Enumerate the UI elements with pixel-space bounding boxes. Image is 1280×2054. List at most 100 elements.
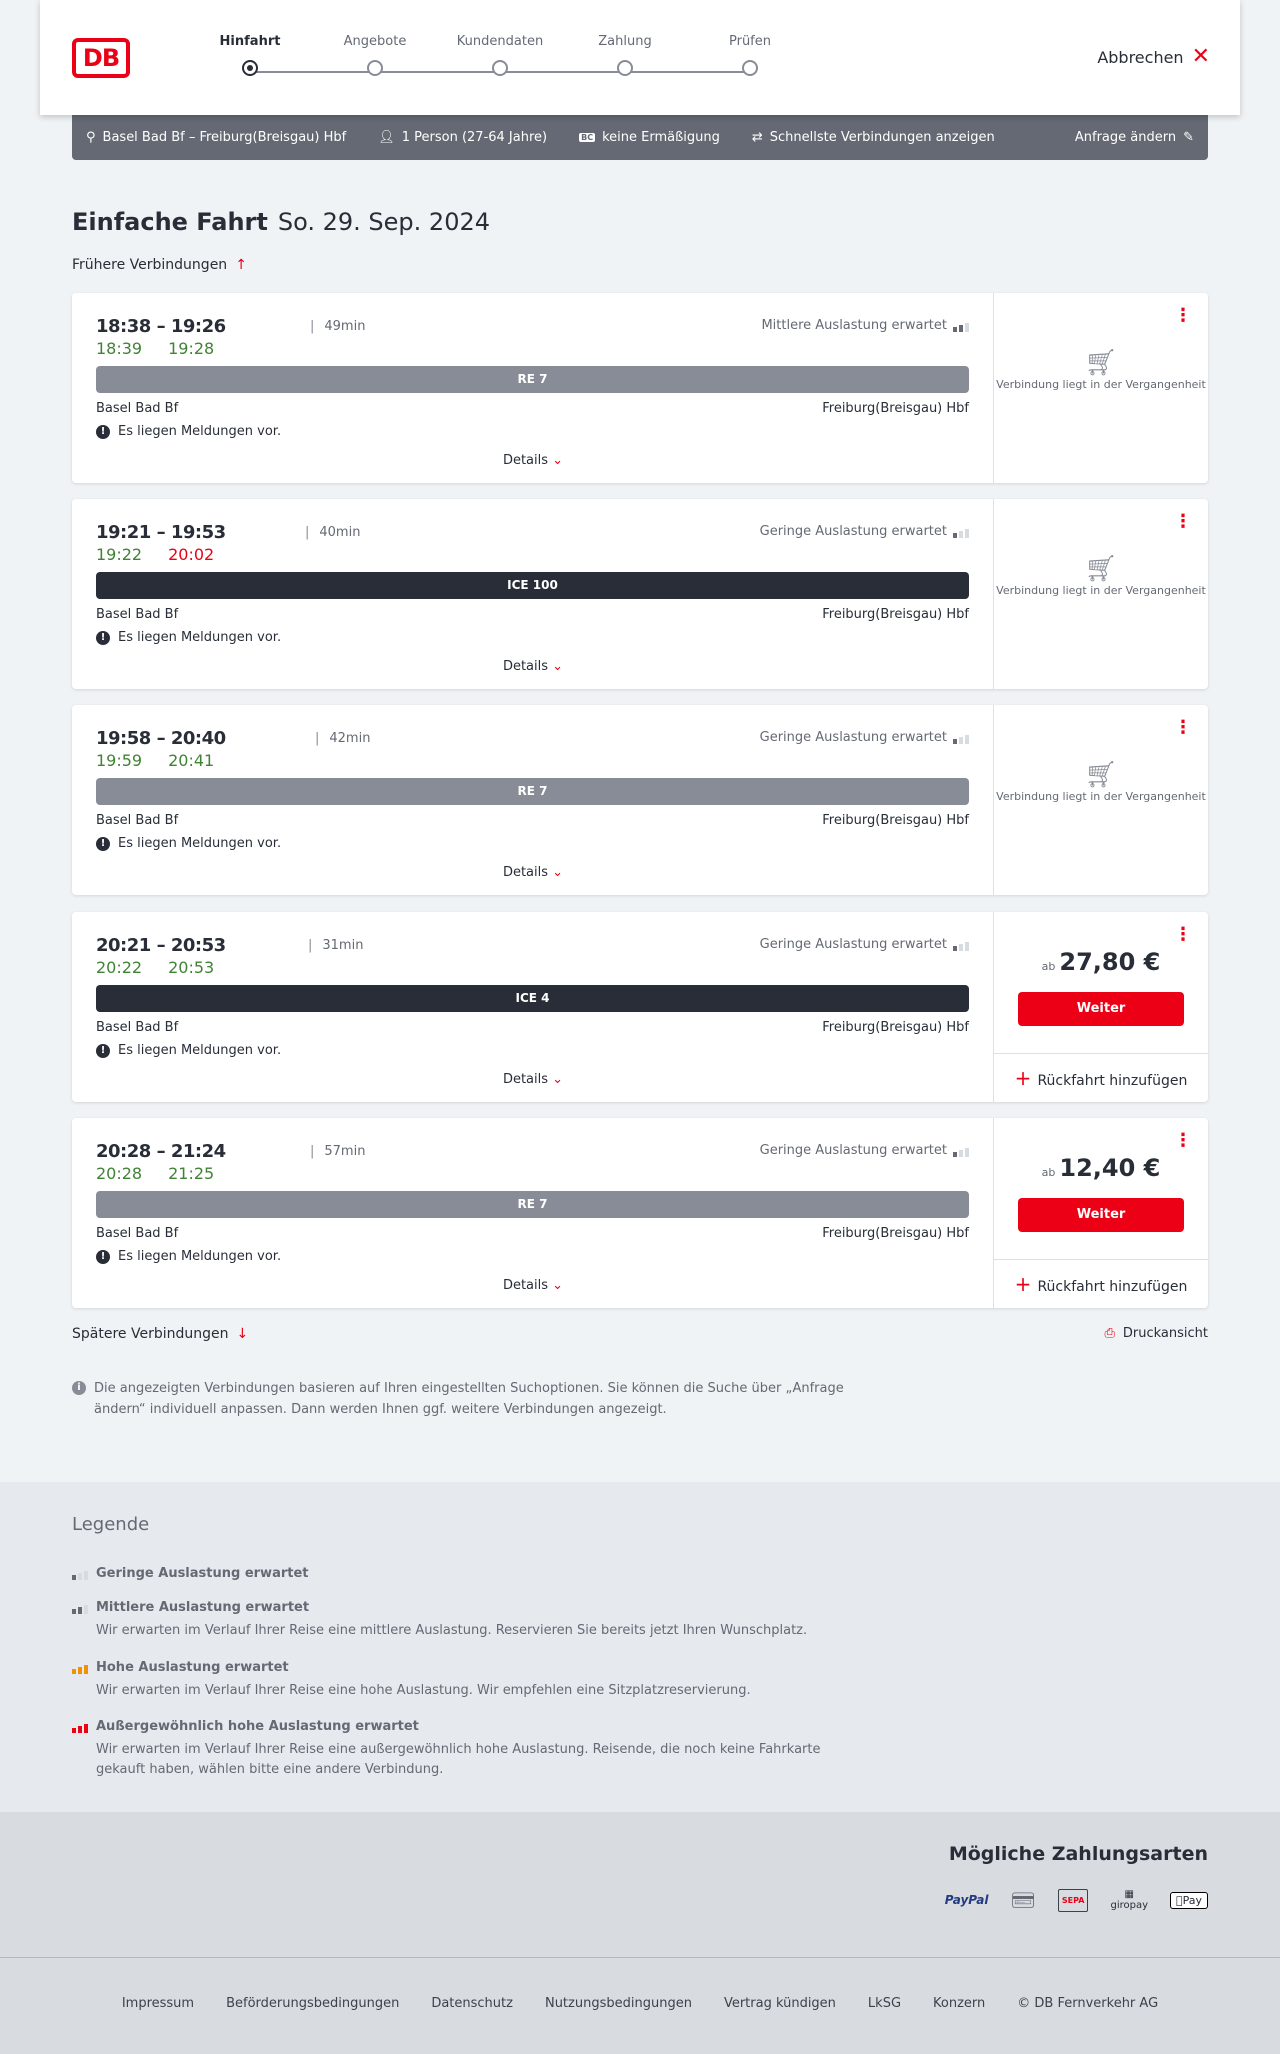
continue-button[interactable]: Weiter bbox=[1018, 1198, 1184, 1232]
footer-link[interactable]: Vertrag kündigen bbox=[723, 1996, 836, 2011]
db-logo[interactable]: DB bbox=[72, 38, 130, 78]
messages-notice: ! Es liegen Meldungen vor. bbox=[96, 424, 281, 439]
fastest-info: ⇄ Schnellste Verbindungen anzeigen bbox=[752, 130, 995, 145]
legend-item-title: Hohe Auslastung erwartet bbox=[96, 1660, 289, 1675]
continue-button[interactable]: Weiter bbox=[1018, 992, 1184, 1026]
paypal-icon: PayPal bbox=[944, 1893, 989, 1907]
footer-link[interactable]: Impressum bbox=[121, 1996, 195, 2011]
occupancy-info: Mittlere Auslastung erwartet bbox=[761, 318, 969, 333]
credit-card-icon: 💳︎ bbox=[1010, 1888, 1036, 1912]
realtime-departure: 20:22 bbox=[96, 958, 143, 977]
footer-link[interactable]: LkSG bbox=[867, 1996, 902, 2011]
payment-title: Mögliche Zahlungsarten bbox=[948, 1843, 1208, 1865]
more-options-icon[interactable]: ⋮ bbox=[1174, 511, 1192, 532]
more-options-icon[interactable]: ⋮ bbox=[1174, 305, 1192, 326]
offer-panel: ⋮ ab 12,40 € Weiter + Rückfahrt hinzufügen bbox=[994, 1118, 1208, 1308]
exclamation-icon: ! bbox=[96, 630, 110, 645]
details-toggle[interactable]: Details ⌄ bbox=[72, 865, 994, 880]
occupancy-icon bbox=[72, 1602, 88, 1614]
legend-item-title: Geringe Auslastung erwartet bbox=[96, 1566, 309, 1581]
train-bar[interactable]: RE 7 bbox=[96, 778, 969, 805]
planned-times: 20:21 – 20:53 bbox=[96, 935, 226, 956]
fastest-text: Schnellste Verbindungen anzeigen bbox=[769, 130, 995, 145]
step-label: Kundendaten bbox=[456, 34, 544, 49]
step-hinfahrt: Hinfahrt bbox=[190, 34, 310, 76]
connection-card: 19:58 – 20:40 42min 19:59 20:41 Geringe A… bbox=[72, 705, 1208, 895]
page-title: Einfache Fahrt So. 29. Sep. 2024 bbox=[72, 208, 490, 236]
route-info: ⚲ Basel Bad Bf – Freiburg(Breisgau) Hbf bbox=[86, 130, 346, 145]
swap-arrows-icon: ⇄ bbox=[751, 130, 763, 145]
search-summary-bar: ⚲ Basel Bad Bf – Freiburg(Breisgau) Hbf 👤… bbox=[72, 115, 1208, 160]
planned-times: 19:21 – 19:53 bbox=[96, 522, 226, 543]
more-options-icon[interactable]: ⋮ bbox=[1174, 924, 1192, 945]
plus-icon: + bbox=[1014, 1272, 1032, 1296]
legend-item: Geringe Auslastung erwartet bbox=[72, 1566, 872, 1581]
details-toggle[interactable]: Details ⌄ bbox=[72, 659, 994, 674]
realtime-arrival: 20:53 bbox=[168, 958, 215, 977]
realtime-departure: 18:39 bbox=[96, 339, 143, 358]
occupancy-text: Geringe Auslastung erwartet bbox=[759, 730, 947, 745]
realtime-departure: 19:59 bbox=[96, 751, 143, 770]
price-value: 27,80 € bbox=[1059, 948, 1161, 976]
more-options-icon[interactable]: ⋮ bbox=[1174, 717, 1192, 738]
legend-item-heading: Außergewöhnlich hohe Auslastung erwartet bbox=[72, 1719, 872, 1734]
origin-station: Basel Bad Bf bbox=[96, 813, 179, 828]
legend-item: Mittlere Auslastung erwartet Wir erwarten… bbox=[72, 1600, 872, 1641]
destination-station: Freiburg(Breisgau) Hbf bbox=[822, 607, 969, 622]
trip-type: Einfache Fahrt bbox=[72, 208, 268, 236]
later-connections-link[interactable]: Spätere Verbindungen ↓ bbox=[72, 1326, 248, 1342]
earlier-connections-link[interactable]: Frühere Verbindungen ↑ bbox=[72, 257, 247, 273]
connection-main: 19:21 – 19:53 40min 19:22 20:02 Geringe A… bbox=[72, 499, 994, 689]
cancel-button[interactable]: Abbrechen ✕ bbox=[1097, 46, 1210, 68]
messages-notice: ! Es liegen Meldungen vor. bbox=[96, 836, 281, 851]
price: ab 12,40 € bbox=[994, 1154, 1208, 1182]
traveller-info: 👤︎ 1 Person (27-64 Jahre) bbox=[378, 130, 547, 145]
footer-link[interactable]: Konzern bbox=[933, 1996, 986, 2011]
legend-item-heading: Mittlere Auslastung erwartet bbox=[72, 1600, 872, 1615]
step-dot bbox=[742, 60, 758, 76]
footer-link: © DB Fernverkehr AG bbox=[1017, 1996, 1159, 2011]
footer-link[interactable]: Beförderungsbedingungen bbox=[226, 1996, 400, 2011]
realtime-times: 19:22 20:02 bbox=[96, 545, 214, 564]
train-bar[interactable]: RE 7 bbox=[96, 1191, 969, 1218]
duration: 31min bbox=[308, 938, 363, 953]
footer-link[interactable]: Datenschutz bbox=[431, 1996, 513, 2011]
occupancy-icon bbox=[953, 939, 969, 951]
offer-panel: ⋮ 🛒︎ Verbindung liegt in der Vergangenheit bbox=[994, 705, 1208, 895]
occupancy-icon bbox=[953, 526, 969, 538]
step-label: Prüfen bbox=[728, 34, 771, 49]
messages-text: Es liegen Meldungen vor. bbox=[118, 836, 282, 851]
past-connection-notice: 🛒︎ Verbindung liegt in der Vergangenheit bbox=[994, 762, 1208, 805]
arrow-up-icon: ↑ bbox=[235, 257, 247, 273]
edit-request-button[interactable]: Anfrage ändern ✎ bbox=[1075, 130, 1194, 145]
details-toggle[interactable]: Details ⌄ bbox=[72, 1072, 994, 1087]
occupancy-info: Geringe Auslastung erwartet bbox=[760, 937, 969, 952]
edit-label: Anfrage ändern bbox=[1074, 130, 1177, 145]
legend-item: Außergewöhnlich hohe Auslastung erwartet… bbox=[72, 1719, 872, 1780]
step-dot bbox=[617, 60, 633, 76]
train-bar[interactable]: RE 7 bbox=[96, 366, 969, 393]
discount-text: keine Ermäßigung bbox=[602, 130, 720, 145]
legend-item-heading: Geringe Auslastung erwartet bbox=[72, 1566, 872, 1581]
traveller-text: 1 Person (27-64 Jahre) bbox=[401, 130, 548, 145]
messages-notice: ! Es liegen Meldungen vor. bbox=[96, 1249, 281, 1264]
realtime-arrival: 21:25 bbox=[168, 1164, 215, 1183]
apple-pay-icon: Pay bbox=[1170, 1891, 1208, 1909]
realtime-arrival: 19:28 bbox=[168, 339, 215, 358]
info-note-text: Die angezeigten Verbindungen basieren au… bbox=[94, 1381, 844, 1417]
add-return-button[interactable]: + Rückfahrt hinzufügen bbox=[994, 1053, 1208, 1102]
legend-item: Hohe Auslastung erwartet Wir erwarten im … bbox=[72, 1660, 872, 1701]
later-label: Spätere Verbindungen bbox=[72, 1326, 229, 1342]
details-label: Details bbox=[502, 659, 549, 674]
add-return-button[interactable]: + Rückfahrt hinzufügen bbox=[994, 1259, 1208, 1308]
train-bar[interactable]: ICE 4 bbox=[96, 985, 969, 1012]
details-toggle[interactable]: Details ⌄ bbox=[72, 453, 994, 468]
sepa-icon: SEPA bbox=[1057, 1888, 1089, 1912]
train-bar[interactable]: ICE 100 bbox=[96, 572, 969, 599]
more-options-icon[interactable]: ⋮ bbox=[1174, 1130, 1192, 1151]
footer-link[interactable]: Nutzungsbedingungen bbox=[544, 1996, 692, 2011]
exclamation-icon: ! bbox=[96, 1249, 110, 1264]
details-toggle[interactable]: Details ⌄ bbox=[72, 1278, 994, 1293]
print-view-link[interactable]: ⎙ Druckansicht bbox=[1104, 1326, 1208, 1341]
legend-title: Legende bbox=[72, 1514, 150, 1535]
